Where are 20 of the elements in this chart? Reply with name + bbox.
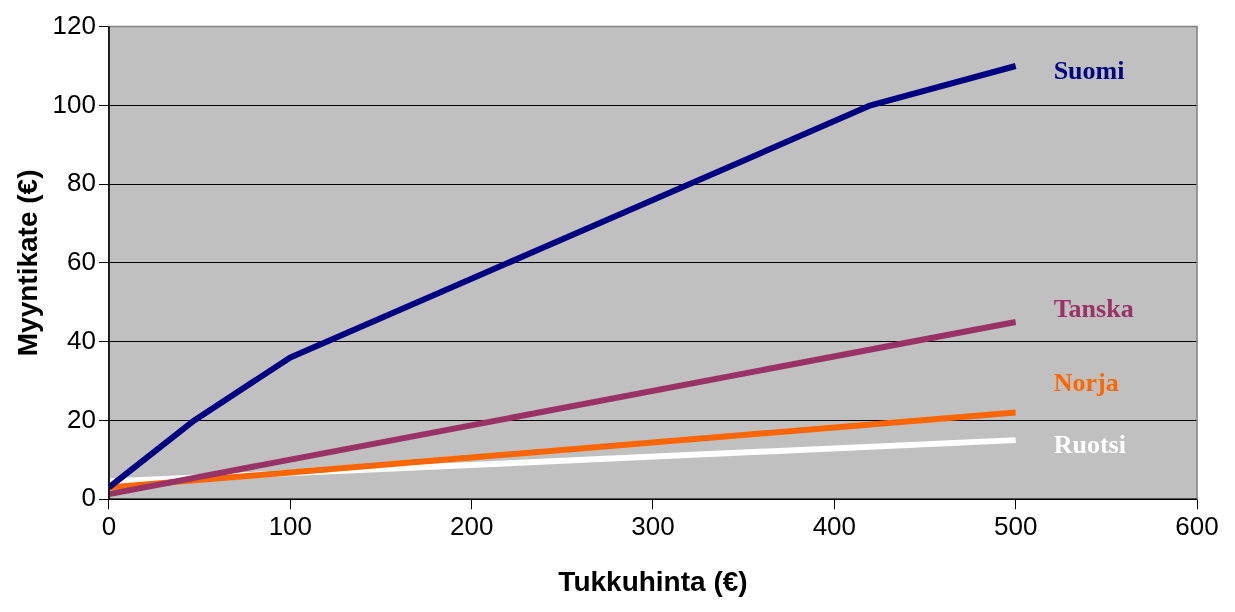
x-tick-label: 0: [101, 510, 117, 541]
y-tick-label: 0: [81, 482, 96, 513]
y-tick-label: 60: [67, 246, 96, 277]
y-tick-label: 20: [67, 403, 96, 434]
y-axis-title: Myyntikate (€): [11, 169, 43, 357]
y-tick-label: 100: [52, 88, 96, 119]
series-label: Norja: [1053, 368, 1119, 398]
series-label: Suomi: [1053, 55, 1125, 85]
x-axis-title: Tukkuhinta (€): [558, 565, 748, 597]
series-label: Ruotsi: [1053, 429, 1126, 459]
x-tick-label: 100: [268, 510, 313, 541]
x-tick-label: 200: [449, 510, 494, 541]
y-tick-label: 40: [67, 324, 96, 355]
x-tick-label: 500: [993, 510, 1038, 541]
x-tick-label: 300: [631, 510, 675, 541]
y-tick-label: 120: [52, 9, 96, 40]
y-tick-label: 80: [67, 167, 96, 198]
series-label: Tanska: [1053, 293, 1134, 323]
x-tick-label: 600: [1175, 510, 1219, 541]
x-tick-label: 400: [812, 510, 857, 541]
